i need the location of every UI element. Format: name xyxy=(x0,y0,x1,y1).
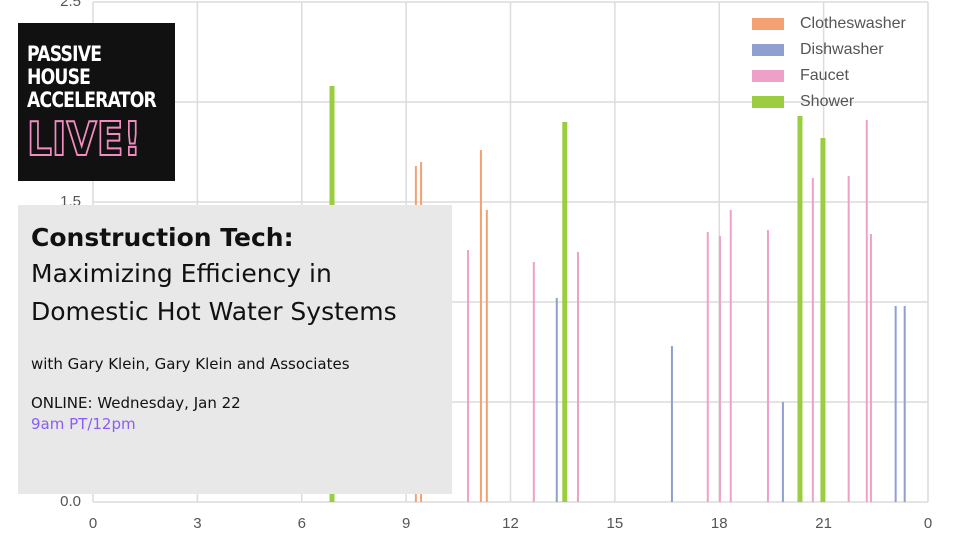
logo-line: HOUSE xyxy=(27,65,91,89)
x-tick-label: 21 xyxy=(815,515,832,532)
x-tick-label: 18 xyxy=(711,515,728,532)
x-tick-label: 0 xyxy=(924,515,932,532)
bar xyxy=(781,402,784,502)
logo: PASSIVE HOUSE ACCELERATOR LIVE! xyxy=(18,23,175,181)
bar xyxy=(706,232,709,502)
bar xyxy=(729,210,732,502)
bar xyxy=(903,306,906,502)
legend-label: Faucet xyxy=(800,67,849,84)
bar xyxy=(766,230,769,502)
bar xyxy=(479,150,482,502)
bar xyxy=(670,346,673,502)
bar xyxy=(797,116,803,502)
event-card: Construction Tech: Maximizing Efficiency… xyxy=(18,205,452,494)
event-date: ONLINE: Wednesday, Jan 22 xyxy=(31,394,241,412)
legend-label: Dishwasher xyxy=(800,41,884,58)
x-tick-label: 0 xyxy=(89,515,97,532)
legend-label: Clotheswasher xyxy=(800,15,907,32)
bar xyxy=(869,234,872,502)
logo-line: PASSIVE xyxy=(27,42,102,66)
bar xyxy=(718,236,721,502)
logo-live: LIVE! xyxy=(26,112,142,166)
x-tick-label: 3 xyxy=(193,515,201,532)
bar xyxy=(894,306,897,502)
event-subtitle: Maximizing Efficiency in xyxy=(31,259,332,288)
logo-line: ACCELERATOR xyxy=(27,88,157,112)
bar xyxy=(562,122,568,502)
bar xyxy=(532,262,535,502)
bar xyxy=(811,178,814,502)
event-time: 9am PT/12pm xyxy=(31,415,136,433)
legend-swatch xyxy=(752,44,784,56)
bar xyxy=(555,298,558,502)
event-subtitle: Domestic Hot Water Systems xyxy=(31,297,397,326)
bar xyxy=(847,176,850,502)
x-tick-label: 9 xyxy=(402,515,410,532)
x-tick-label: 6 xyxy=(298,515,306,532)
x-tick-label: 12 xyxy=(502,515,519,532)
bar xyxy=(485,210,488,502)
legend-swatch xyxy=(752,96,784,108)
event-title: Construction Tech: xyxy=(31,223,294,252)
bar xyxy=(865,120,868,502)
legend-swatch xyxy=(752,70,784,82)
bar xyxy=(576,252,579,502)
legend-label: Shower xyxy=(800,93,855,110)
bar xyxy=(820,138,826,502)
y-tick-label: 0.0 xyxy=(60,493,81,510)
y-tick-label: 2.5 xyxy=(60,0,81,10)
speaker: with Gary Klein, Gary Klein and Associat… xyxy=(31,355,350,373)
bar xyxy=(467,250,470,502)
x-tick-label: 15 xyxy=(607,515,624,532)
legend-swatch xyxy=(752,18,784,30)
